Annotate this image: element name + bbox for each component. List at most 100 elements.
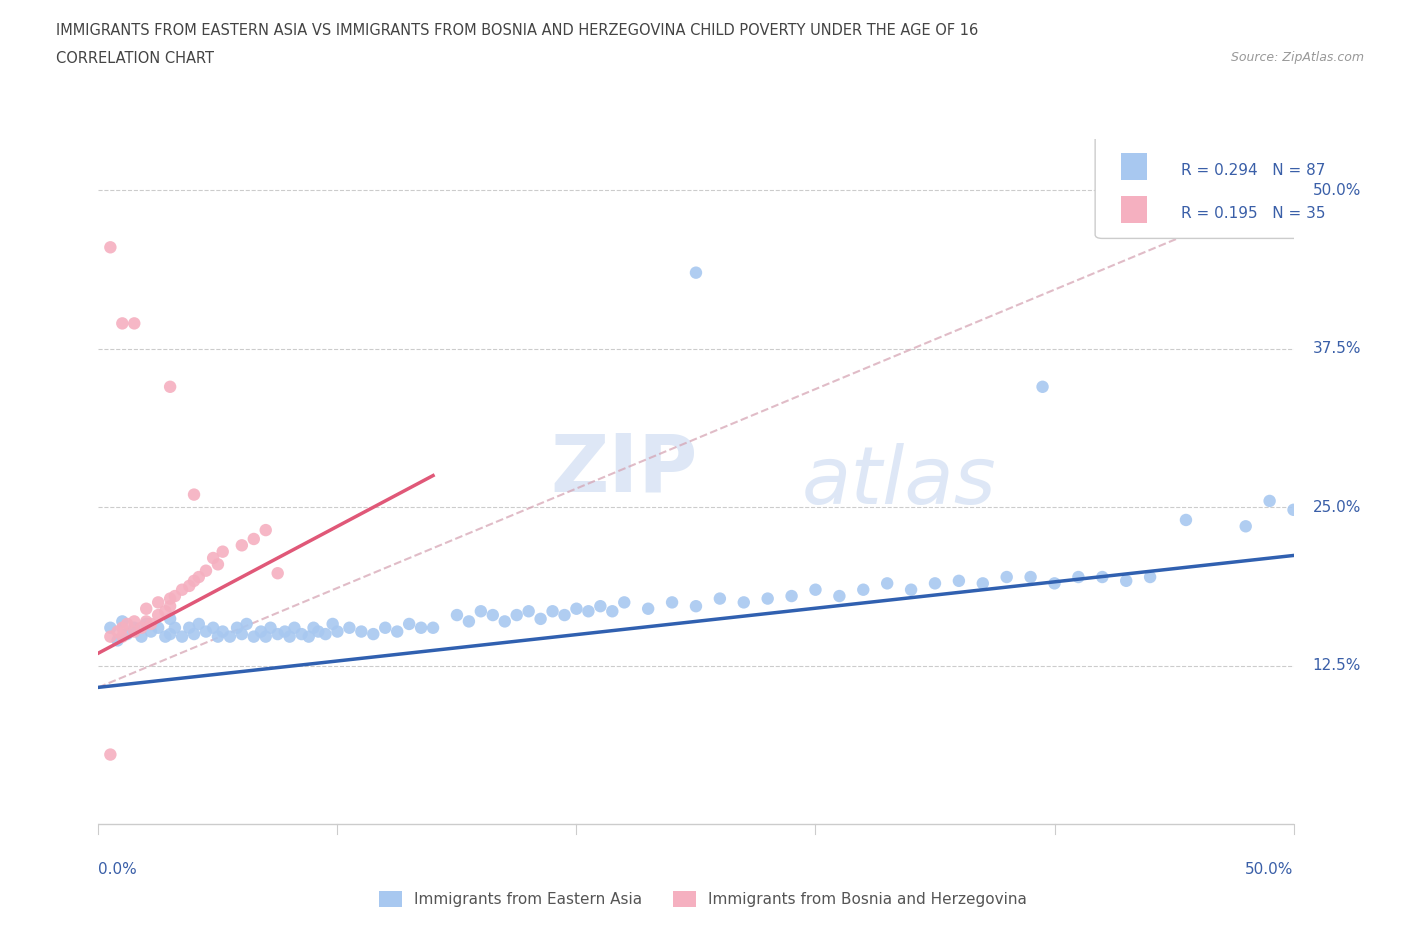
Text: CORRELATION CHART: CORRELATION CHART [56, 51, 214, 66]
Text: 50.0%: 50.0% [1246, 862, 1294, 877]
Point [115, 627, 138, 642]
Point [1175, 512, 1198, 527]
Point [1282, 502, 1305, 517]
Point [322, 617, 344, 631]
Point [972, 576, 994, 591]
Point [685, 599, 707, 614]
Point [290, 627, 312, 642]
Point [159, 627, 181, 642]
Point [541, 604, 564, 618]
Text: 25.0%: 25.0% [1313, 499, 1361, 515]
Point [470, 604, 492, 618]
Point [1139, 569, 1161, 584]
Point [517, 604, 540, 618]
Point [148, 595, 170, 610]
Point [111, 316, 134, 331]
Point [207, 557, 229, 572]
Point [298, 630, 321, 644]
Text: atlas: atlas [801, 443, 997, 521]
Point [995, 569, 1018, 584]
Point [163, 620, 186, 635]
Point [259, 620, 281, 635]
Point [804, 582, 827, 597]
Point [172, 582, 194, 597]
Point [194, 564, 217, 578]
Point [219, 630, 242, 644]
Point [179, 620, 201, 635]
Point [1019, 569, 1042, 584]
Point [446, 607, 468, 622]
Point [111, 620, 134, 635]
Point [98, 240, 122, 255]
Point [422, 620, 444, 635]
Point [302, 620, 325, 635]
Point [107, 633, 129, 648]
Point [231, 538, 253, 552]
Point [398, 617, 420, 631]
Point [235, 617, 257, 631]
Point [506, 607, 529, 622]
Point [267, 627, 290, 642]
Point [148, 607, 170, 622]
Point [183, 627, 205, 642]
Bar [1122, 153, 1147, 180]
Point [350, 624, 373, 639]
Point [637, 602, 659, 617]
Point [307, 624, 329, 639]
Point [411, 620, 433, 635]
Point [1043, 576, 1066, 591]
Point [124, 624, 146, 639]
Point [131, 620, 153, 635]
Point [900, 582, 922, 597]
Point [924, 576, 946, 591]
Point [613, 595, 636, 610]
Point [148, 620, 170, 635]
Point [254, 523, 277, 538]
Point [107, 624, 129, 639]
Point [529, 611, 551, 626]
Bar [1122, 196, 1147, 223]
Point [159, 611, 181, 626]
Point [458, 614, 481, 629]
Point [98, 747, 122, 762]
Point [187, 569, 209, 584]
Text: 0.0%: 0.0% [98, 862, 138, 877]
FancyBboxPatch shape [1095, 136, 1406, 238]
Point [1067, 569, 1090, 584]
Text: Source: ZipAtlas.com: Source: ZipAtlas.com [1230, 51, 1364, 64]
Point [211, 544, 233, 559]
Point [278, 630, 301, 644]
Point [385, 624, 409, 639]
Point [139, 624, 162, 639]
Point [159, 379, 181, 394]
Point [756, 591, 779, 606]
Point [124, 316, 146, 331]
Point [733, 595, 755, 610]
Point [374, 620, 396, 635]
Point [828, 589, 851, 604]
Point [283, 620, 305, 635]
Point [661, 595, 683, 610]
Point [202, 620, 225, 635]
Point [1091, 569, 1114, 584]
Point [139, 617, 162, 631]
Point [243, 532, 266, 547]
Point [98, 620, 122, 635]
Point [111, 630, 134, 644]
Point [1032, 379, 1054, 394]
Point [852, 582, 875, 597]
Point [179, 578, 201, 593]
Point [1115, 574, 1137, 589]
Point [554, 607, 576, 622]
Point [337, 620, 360, 635]
Point [111, 614, 134, 629]
Point [194, 624, 217, 639]
Point [159, 591, 181, 606]
Point [226, 620, 249, 635]
Point [589, 599, 612, 614]
Point [124, 620, 146, 635]
Point [254, 630, 277, 644]
Point [274, 624, 297, 639]
Legend: Immigrants from Eastern Asia, Immigrants from Bosnia and Herzegovina: Immigrants from Eastern Asia, Immigrants… [373, 884, 1033, 913]
Point [115, 617, 138, 631]
